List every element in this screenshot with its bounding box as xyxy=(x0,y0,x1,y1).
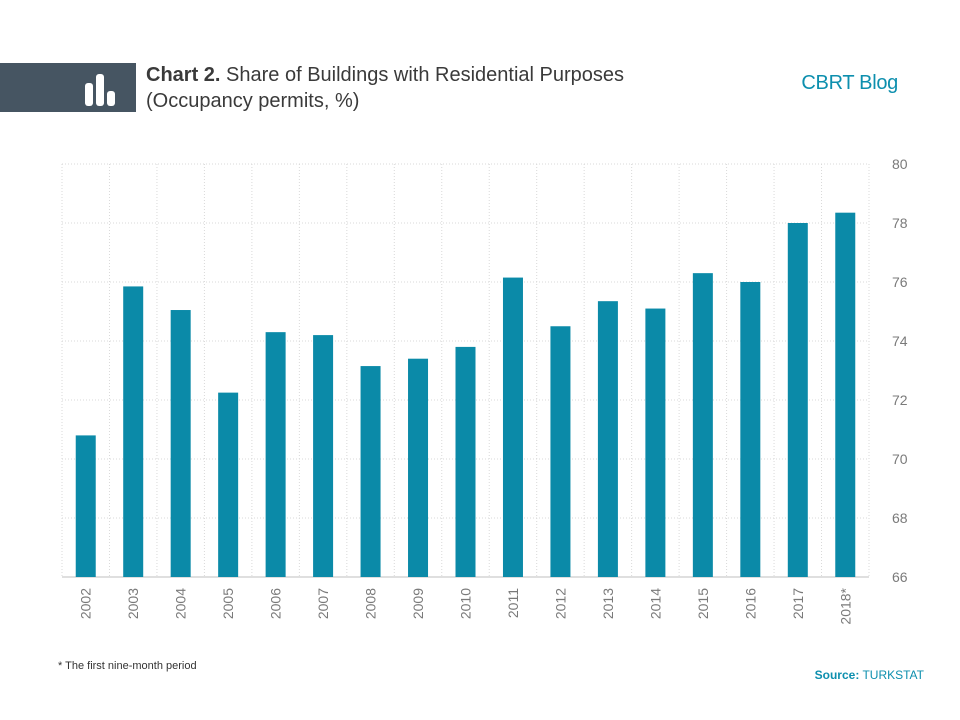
x-tick-label: 2012 xyxy=(552,588,568,619)
y-tick-label: 76 xyxy=(892,274,908,290)
source-note: Source: TURKSTAT xyxy=(815,668,924,682)
bar-chart-icon xyxy=(85,74,115,106)
y-tick-label: 70 xyxy=(892,451,908,467)
source-value: TURKSTAT xyxy=(859,668,924,682)
y-tick-label: 78 xyxy=(892,215,908,231)
bar xyxy=(455,346,476,577)
x-tick-label: 2015 xyxy=(695,588,711,619)
x-tick-label: 2011 xyxy=(505,588,521,618)
bar xyxy=(265,332,286,577)
y-tick-label: 80 xyxy=(892,156,908,172)
x-tick-label: 2008 xyxy=(363,588,379,619)
x-tick-label: 2010 xyxy=(458,588,474,619)
y-tick-label: 74 xyxy=(892,333,908,349)
bar xyxy=(313,335,334,577)
x-tick-label: 2002 xyxy=(78,588,94,619)
bar xyxy=(740,282,761,577)
bar xyxy=(645,308,666,577)
x-tick-label: 2018* xyxy=(837,587,853,624)
footnote: * The first nine-month period xyxy=(58,660,197,672)
x-tick-label: 2004 xyxy=(173,588,189,619)
brand-label: CBRT Blog xyxy=(801,72,898,94)
chart-title-text: Share of Buildings with Residential Purp… xyxy=(220,64,625,86)
bar xyxy=(502,277,523,577)
bar xyxy=(597,301,618,577)
bar xyxy=(787,223,808,577)
x-tick-label: 2007 xyxy=(315,588,331,619)
x-tick-label: 2009 xyxy=(410,588,426,619)
y-tick-label: 72 xyxy=(892,392,908,408)
bar xyxy=(408,358,429,577)
chart-title-prefix: Chart 2. xyxy=(146,64,221,86)
y-tick-label: 66 xyxy=(892,569,908,585)
bar xyxy=(360,366,381,577)
chart-subtitle: (Occupancy permits, %) xyxy=(146,90,360,112)
x-tick-label: 2005 xyxy=(220,588,236,619)
x-tick-label: 2003 xyxy=(125,588,141,619)
source-label: Source: xyxy=(814,668,860,682)
y-tick-label: 68 xyxy=(892,510,908,526)
bar xyxy=(123,286,144,577)
bar xyxy=(835,212,856,578)
x-tick-label: 2017 xyxy=(790,588,806,619)
chart-title-block: Chart 2. Share of Buildings with Residen… xyxy=(146,62,624,114)
x-tick-label: 2013 xyxy=(600,588,616,619)
x-tick-label: 2006 xyxy=(268,588,284,619)
x-tick-label: 2016 xyxy=(742,588,758,619)
chart-title: Chart 2. Share of Buildings with Residen… xyxy=(146,62,624,88)
bar xyxy=(692,273,713,577)
bar xyxy=(170,310,191,577)
bar xyxy=(75,435,96,577)
bar xyxy=(218,392,239,577)
bar xyxy=(550,326,571,577)
x-tick-label: 2014 xyxy=(647,588,663,619)
